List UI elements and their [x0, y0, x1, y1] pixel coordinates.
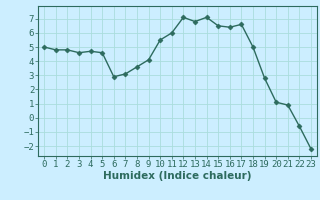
- X-axis label: Humidex (Indice chaleur): Humidex (Indice chaleur): [103, 171, 252, 181]
